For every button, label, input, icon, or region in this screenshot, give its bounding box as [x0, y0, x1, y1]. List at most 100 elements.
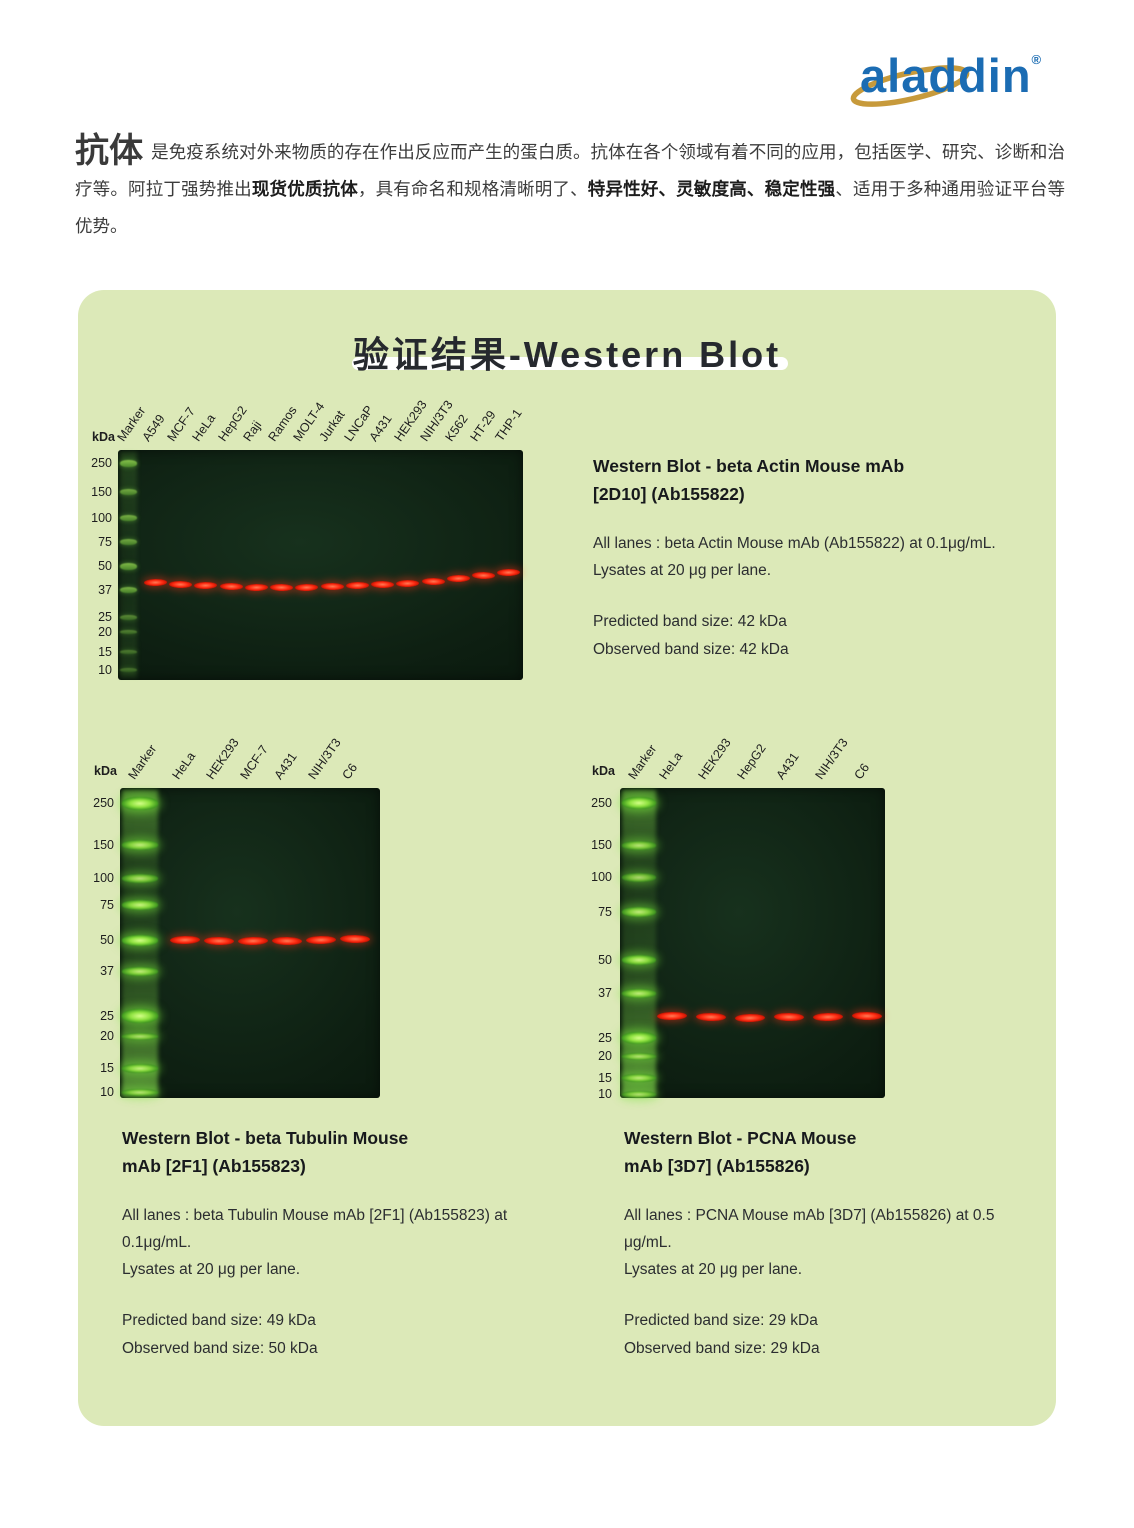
protein-band	[345, 581, 369, 589]
kda-unit-label: kDa	[92, 430, 115, 444]
marker-band	[122, 1032, 158, 1040]
intro-paragraph: 抗体 是免疫系统对外来物质的存在作出反应而产生的蛋白质。抗体在各个领域有着不同的应…	[75, 134, 1065, 245]
marker-band	[622, 907, 656, 917]
marker-band	[120, 539, 137, 545]
blot3-text-block: Western Blot - PCNA Mouse mAb [3D7] (Ab1…	[624, 1124, 1044, 1363]
marker-band	[120, 614, 137, 620]
marker-band	[622, 872, 656, 882]
marker-band	[120, 515, 137, 521]
logo-registered-mark: ®	[1031, 52, 1042, 67]
blot2-title-line1: Western Blot - beta Tubulin Mouse	[122, 1128, 409, 1148]
intro-text-3: 、适用于多种通用验证平台等优势。	[75, 179, 1066, 236]
marker-band	[120, 489, 137, 495]
marker-band	[122, 966, 158, 976]
mw-label: 10	[98, 663, 112, 677]
marker-band	[622, 1032, 656, 1044]
mw-label: 150	[591, 838, 612, 852]
intro-bold-2: 特异性好、灵敏度高、稳定性强	[587, 179, 836, 199]
marker-band	[120, 459, 137, 467]
protein-band	[219, 582, 243, 590]
mw-label: 75	[100, 898, 114, 912]
marker-band	[622, 840, 656, 850]
mw-label: 25	[100, 1009, 114, 1023]
blot2-predicted-size: Predicted band size: 49 kDa	[122, 1312, 316, 1329]
protein-band	[395, 579, 419, 587]
mw-label: 50	[598, 953, 612, 967]
blot3-predicted-size: Predicted band size: 29 kDa	[624, 1312, 818, 1329]
panel-title: 验证结果-Western Blot	[352, 334, 782, 375]
marker-band	[122, 1009, 158, 1023]
mw-label: 250	[91, 456, 112, 470]
mw-label: 75	[598, 905, 612, 919]
blot3-title-line1: Western Blot - PCNA Mouse	[624, 1128, 857, 1148]
protein-band	[496, 568, 520, 576]
marker-band	[622, 797, 656, 809]
blot3-desc-line2: Lysates at 20 μg per lane.	[624, 1261, 803, 1278]
kda-unit-label: kDa	[592, 764, 615, 778]
blot3-observed-size: Observed band size: 29 kDa	[624, 1340, 820, 1357]
blot1-desc-line1: All lanes : beta Actin Mouse mAb (Ab1558…	[593, 535, 996, 552]
blot2-observed-size: Observed band size: 50 kDa	[122, 1340, 318, 1357]
marker-band	[120, 587, 137, 593]
mw-label: 15	[598, 1071, 612, 1085]
blot-image	[118, 450, 523, 680]
blot2-text-block: Western Blot - beta Tubulin Mouse mAb [2…	[122, 1124, 562, 1363]
intro-heading: 抗体	[75, 132, 144, 170]
blot1-title-line2: [2D10] (Ab155822)	[593, 484, 745, 504]
mw-label: 15	[98, 645, 112, 659]
blot1-text-block: Western Blot - beta Actin Mouse mAb [2D1…	[593, 452, 1023, 664]
marker-lane-streak	[622, 790, 656, 1096]
mw-label: 10	[100, 1085, 114, 1099]
marker-band	[120, 668, 137, 672]
mw-label: 100	[591, 870, 612, 884]
mw-label: 100	[93, 871, 114, 885]
blot2-desc-line2: Lysates at 20 μg per lane.	[122, 1261, 301, 1278]
logo-swirl-icon	[850, 65, 970, 107]
mw-label: 250	[93, 796, 114, 810]
mw-label: 37	[98, 583, 112, 597]
marker-band	[122, 796, 158, 810]
marker-band	[622, 988, 656, 998]
marker-band	[120, 562, 137, 570]
mw-label: 150	[91, 485, 112, 499]
protein-band	[294, 583, 318, 591]
mw-label: 250	[591, 796, 612, 810]
protein-band	[143, 578, 167, 586]
logo-text: aladdin	[860, 49, 1032, 102]
protein-band	[421, 577, 445, 585]
mw-label: 75	[98, 535, 112, 549]
marker-band	[120, 650, 137, 654]
blot2-desc-line1: All lanes : beta Tubulin Mouse mAb [2F1]…	[122, 1207, 508, 1251]
mw-label: 25	[98, 610, 112, 624]
blot1-desc-line2: Lysates at 20 μg per lane.	[593, 562, 772, 579]
marker-band	[622, 1052, 656, 1060]
marker-band	[622, 955, 656, 965]
marker-band	[120, 630, 137, 634]
protein-band	[471, 571, 495, 579]
mw-label: 15	[100, 1061, 114, 1075]
protein-band	[269, 583, 293, 591]
protein-band	[446, 574, 470, 582]
marker-band	[622, 1074, 656, 1082]
mw-label: 20	[98, 625, 112, 639]
blot2-title-line2: mAb [2F1] (Ab155823)	[122, 1156, 306, 1176]
blot3-title-line2: mAb [3D7] (Ab155826)	[624, 1156, 810, 1176]
mw-label: 10	[598, 1087, 612, 1101]
blot1-title-line1: Western Blot - beta Actin Mouse mAb	[593, 456, 905, 476]
mw-label: 150	[93, 838, 114, 852]
intro-text-1: 是免疫系统对外来物质的存在作出反应而产生的蛋白质。抗体在各个领域有着不同的应用，…	[75, 142, 1066, 199]
aladdin-logo: aladdin®	[850, 46, 1075, 110]
intro-text-2: ，具有命名和规格清晰明了、	[357, 179, 588, 199]
kda-unit-label: kDa	[94, 764, 117, 778]
marker-band	[622, 1090, 656, 1098]
mw-label: 20	[598, 1049, 612, 1063]
marker-band	[122, 873, 158, 883]
protein-band	[370, 580, 394, 588]
blot3-desc-line1: All lanes : PCNA Mouse mAb [3D7] (Ab1558…	[624, 1207, 995, 1251]
mw-label: 25	[598, 1031, 612, 1045]
protein-band	[168, 580, 192, 588]
marker-band	[122, 840, 158, 850]
blot1-predicted-size: Predicted band size: 42 kDa	[593, 613, 787, 630]
marker-band	[122, 1088, 158, 1096]
